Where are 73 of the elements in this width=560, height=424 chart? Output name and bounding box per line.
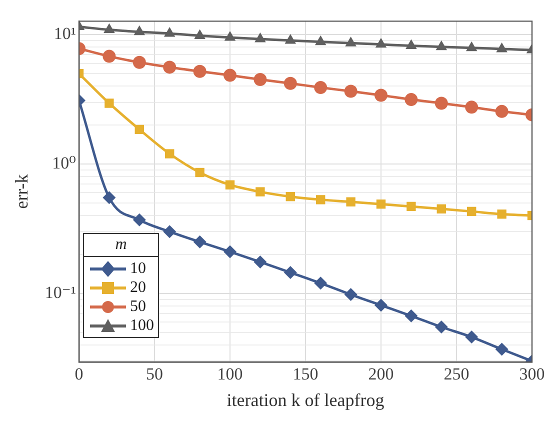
point	[465, 330, 478, 344]
point	[345, 36, 356, 46]
point	[104, 23, 115, 34]
point	[465, 100, 478, 114]
point	[374, 298, 388, 312]
point	[344, 288, 358, 302]
point	[132, 56, 146, 69]
point	[495, 104, 508, 118]
point	[286, 192, 295, 202]
point	[434, 96, 448, 110]
point	[164, 27, 176, 37]
point	[254, 32, 266, 42]
point	[316, 195, 326, 204]
y-tick-label: 10⁻¹	[44, 282, 76, 302]
point	[194, 29, 206, 40]
y-tick-label: 10⁰	[52, 153, 76, 172]
legend-label: 100	[130, 316, 154, 335]
point	[193, 235, 206, 248]
point	[163, 60, 176, 74]
point	[284, 34, 296, 44]
point	[104, 98, 114, 108]
x-tick-label: 300	[519, 364, 545, 384]
point	[193, 64, 206, 78]
x-tick-label: 200	[368, 364, 394, 384]
point	[375, 38, 387, 48]
point	[284, 76, 297, 90]
point	[434, 320, 448, 334]
legend-label: 20	[130, 278, 146, 297]
point	[467, 206, 476, 216]
point	[102, 50, 116, 63]
point	[254, 73, 267, 86]
x-tick-label: 0	[74, 364, 84, 384]
point	[165, 149, 174, 158]
point	[466, 41, 478, 52]
legend-label: 10	[130, 259, 146, 278]
point	[314, 81, 328, 94]
point	[224, 31, 236, 41]
point	[406, 39, 417, 50]
point	[132, 213, 146, 226]
point	[195, 168, 204, 178]
point	[406, 202, 416, 212]
point	[134, 124, 144, 134]
x-tick-label: 100	[217, 364, 243, 384]
y-tick-label: 10¹	[54, 24, 76, 44]
point	[314, 276, 328, 290]
point	[254, 255, 267, 268]
point	[163, 225, 176, 238]
point	[224, 68, 236, 82]
point	[102, 191, 116, 204]
legend-title: m	[84, 234, 158, 257]
point	[344, 84, 358, 98]
point	[224, 245, 236, 258]
legend-label: 50	[130, 297, 146, 316]
point	[134, 25, 146, 36]
point	[374, 88, 388, 102]
y-axis-title: err-k	[12, 174, 32, 209]
point	[436, 204, 446, 214]
x-axis-title: iteration k of leapfrog	[226, 390, 384, 410]
point	[404, 93, 418, 106]
point	[284, 266, 297, 280]
point	[404, 309, 418, 322]
point	[256, 187, 265, 196]
point	[346, 197, 356, 206]
point	[376, 200, 386, 209]
point	[436, 40, 448, 50]
point	[496, 42, 508, 52]
point	[495, 342, 508, 356]
x-tick-label: 150	[292, 364, 318, 384]
point	[225, 180, 235, 190]
x-tick-label: 250	[444, 364, 470, 384]
x-tick-label: 50	[146, 364, 163, 384]
point	[497, 210, 506, 219]
point	[314, 35, 326, 46]
